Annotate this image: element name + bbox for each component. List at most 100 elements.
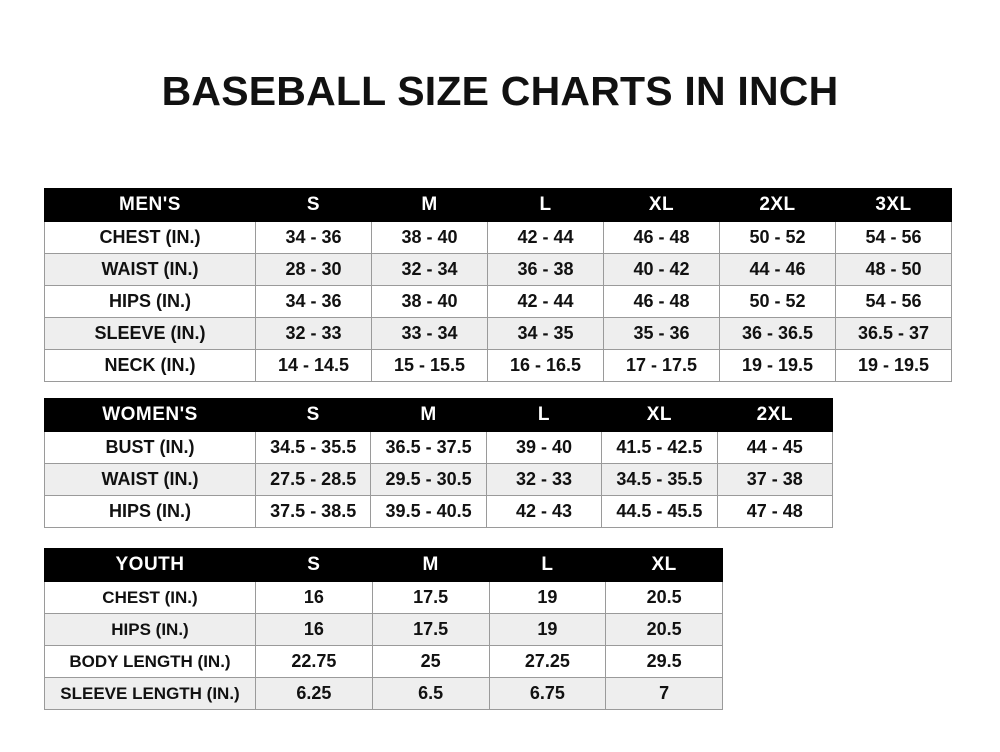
youth-header-row: YOUTH S M L XL (44, 548, 723, 582)
youth-category-header: YOUTH (44, 548, 256, 582)
measurement-value: 15 - 15.5 (371, 349, 488, 382)
measurement-value: 47 - 48 (716, 495, 834, 528)
measurement-value: 50 - 52 (719, 221, 836, 254)
measurement-value: 44 - 45 (716, 431, 834, 464)
table-row: SLEEVE LENGTH (IN.) 6.25 6.5 6.75 7 (44, 677, 723, 710)
measurement-value: 20.5 (605, 613, 723, 646)
women-size-header-m: M (370, 398, 487, 432)
measurement-value: 29.5 (605, 645, 723, 678)
measurement-value: 38 - 40 (371, 285, 488, 318)
women-size-header-xl: XL (601, 398, 718, 432)
measurement-value: 35 - 36 (603, 317, 720, 350)
measurement-value: 6.25 (255, 677, 373, 710)
measurement-value: 40 - 42 (603, 253, 720, 286)
measurement-value: 32 - 33 (255, 317, 372, 350)
measurement-value: 46 - 48 (603, 221, 720, 254)
women-measurement-label: BUST (IN.) (44, 431, 256, 464)
men-measurement-label: WAIST (IN.) (44, 253, 256, 286)
men-header-row: MEN'S S M L XL 2XL 3XL (44, 188, 952, 222)
measurement-value: 38 - 40 (371, 221, 488, 254)
table-row: WAIST (IN.) 27.5 - 28.5 29.5 - 30.5 32 - 33… (44, 463, 834, 496)
measurement-value: 16 (255, 581, 373, 614)
measurement-value: 37.5 - 38.5 (254, 495, 372, 528)
measurement-value: 48 - 50 (835, 253, 952, 286)
table-row: HIPS (IN.) 16 17.5 19 20.5 (44, 613, 723, 646)
men-size-header-l: L (487, 188, 604, 222)
women-size-header-l: L (485, 398, 603, 432)
table-row: WAIST (IN.) 28 - 30 32 - 34 36 - 38 40 - 42 4… (44, 253, 952, 286)
measurement-value: 54 - 56 (835, 221, 952, 254)
measurement-value: 27.5 - 28.5 (254, 463, 372, 496)
men-size-header-3xl: 3XL (835, 188, 952, 222)
table-row: HIPS (IN.) 34 - 36 38 - 40 42 - 44 46 - 48 50… (44, 285, 952, 318)
page-title: BASEBALL SIZE CHARTS IN INCH (161, 68, 839, 114)
measurement-value: 22.75 (255, 645, 373, 678)
measurement-value: 29.5 - 30.5 (370, 463, 487, 496)
measurement-value: 16 - 16.5 (487, 349, 604, 382)
measurement-value: 50 - 52 (719, 285, 836, 318)
measurement-value: 34 - 36 (255, 221, 372, 254)
women-size-header-2xl: 2XL (716, 398, 834, 432)
measurement-value: 7 (605, 677, 723, 710)
table-row: BODY LENGTH (IN.) 22.75 25 27.25 29.5 (44, 645, 723, 678)
womens-size-table: WOMEN'S S M L XL 2XL BUST (IN.) 34.5 - 35.5 36.… (44, 398, 834, 528)
men-measurement-label: HIPS (IN.) (44, 285, 256, 318)
men-measurement-label: SLEEVE (IN.) (44, 317, 256, 350)
measurement-value: 36 - 38 (487, 253, 604, 286)
measurement-value: 19 - 19.5 (835, 349, 952, 382)
women-measurement-label: WAIST (IN.) (44, 463, 256, 496)
measurement-value: 54 - 56 (835, 285, 952, 318)
women-header-row: WOMEN'S S M L XL 2XL (44, 398, 834, 432)
table-row: BUST (IN.) 34.5 - 35.5 36.5 - 37.5 39 - 40 4… (44, 431, 834, 464)
mens-table-body: CHEST (IN.) 34 - 36 38 - 40 42 - 44 46 - 48 5… (44, 221, 952, 382)
youth-measurement-label: SLEEVE LENGTH (IN.) (44, 677, 256, 710)
measurement-value: 33 - 34 (371, 317, 488, 350)
measurement-value: 44 - 46 (719, 253, 836, 286)
measurement-value: 6.75 (488, 677, 607, 710)
mens-size-table: MEN'S S M L XL 2XL 3XL CHEST (IN.) 34 - 36 38 - … (44, 188, 952, 382)
table-row: CHEST (IN.) 16 17.5 19 20.5 (44, 581, 723, 614)
measurement-value: 16 (255, 613, 373, 646)
table-row: CHEST (IN.) 34 - 36 38 - 40 42 - 44 46 - 48 5… (44, 221, 952, 254)
youth-size-table: YOUTH S M L XL CHEST (IN.) 16 17.5 19 20.5 HIPS (… (44, 548, 723, 710)
measurement-value: 42 - 44 (487, 285, 604, 318)
mens-table-head: MEN'S S M L XL 2XL 3XL (44, 188, 952, 222)
men-size-header-2xl: 2XL (719, 188, 836, 222)
measurement-value: 42 - 43 (485, 495, 603, 528)
measurement-value: 28 - 30 (255, 253, 372, 286)
youth-size-header-xl: XL (605, 548, 723, 582)
measurement-value: 27.25 (488, 645, 607, 678)
men-size-header-m: M (371, 188, 488, 222)
women-size-header-s: S (254, 398, 372, 432)
measurement-value: 17 - 17.5 (603, 349, 720, 382)
measurement-value: 42 - 44 (487, 221, 604, 254)
measurement-value: 32 - 34 (371, 253, 488, 286)
measurement-value: 25 (371, 645, 490, 678)
women-measurement-label: HIPS (IN.) (44, 495, 256, 528)
measurement-value: 39 - 40 (485, 431, 603, 464)
youth-measurement-label: HIPS (IN.) (44, 613, 256, 646)
measurement-value: 34 - 35 (487, 317, 604, 350)
measurement-value: 19 - 19.5 (719, 349, 836, 382)
measurement-value: 32 - 33 (485, 463, 603, 496)
womens-table-head: WOMEN'S S M L XL 2XL (44, 398, 834, 432)
measurement-value: 19 (488, 613, 607, 646)
women-category-header: WOMEN'S (44, 398, 256, 432)
measurement-value: 34.5 - 35.5 (254, 431, 372, 464)
youth-measurement-label: CHEST (IN.) (44, 581, 256, 614)
womens-table-body: BUST (IN.) 34.5 - 35.5 36.5 - 37.5 39 - 40 4… (44, 431, 834, 528)
measurement-value: 46 - 48 (603, 285, 720, 318)
men-size-header-s: S (255, 188, 372, 222)
men-category-header: MEN'S (44, 188, 256, 222)
measurement-value: 20.5 (605, 581, 723, 614)
measurement-value: 17.5 (371, 613, 490, 646)
men-measurement-label: NECK (IN.) (44, 349, 256, 382)
measurement-value: 44.5 - 45.5 (601, 495, 718, 528)
youth-measurement-label: BODY LENGTH (IN.) (44, 645, 256, 678)
measurement-value: 19 (488, 581, 607, 614)
measurement-value: 36 - 36.5 (719, 317, 836, 350)
table-row: NECK (IN.) 14 - 14.5 15 - 15.5 16 - 16.5 17 … (44, 349, 952, 382)
measurement-value: 34.5 - 35.5 (601, 463, 718, 496)
youth-table-head: YOUTH S M L XL (44, 548, 723, 582)
